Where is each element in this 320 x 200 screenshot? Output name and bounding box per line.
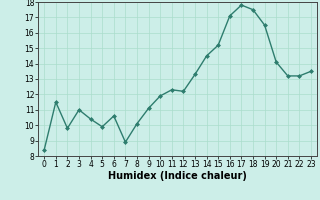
X-axis label: Humidex (Indice chaleur): Humidex (Indice chaleur) (108, 171, 247, 181)
